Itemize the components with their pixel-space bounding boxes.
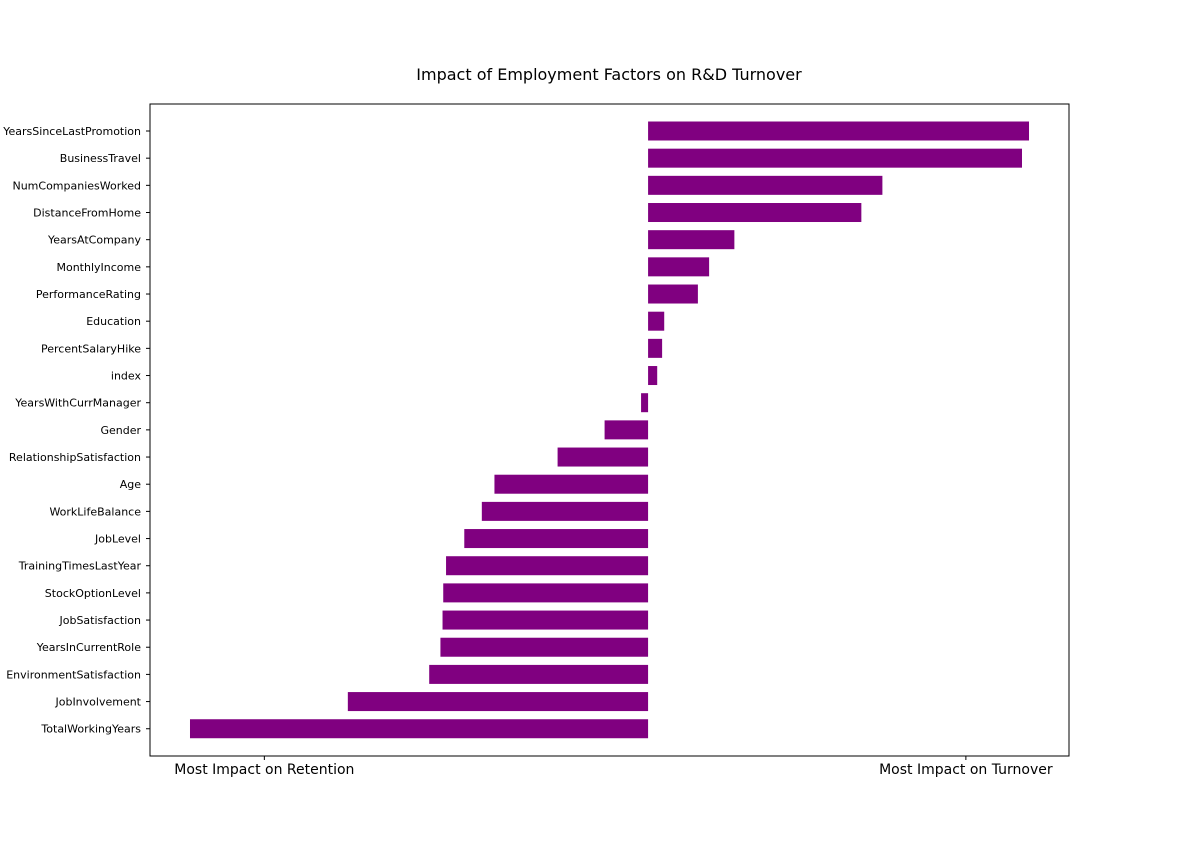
bars-group [189, 121, 1030, 739]
category-label: YearsAtCompany [47, 234, 141, 247]
bar-Gender [604, 420, 649, 440]
category-label: Age [120, 478, 142, 491]
bar-YearsInCurrentRole [440, 637, 649, 657]
chart-title: Impact of Employment Factors on R&D Turn… [416, 65, 802, 84]
bar-MonthlyIncome [648, 257, 710, 277]
category-label: JobSatisfaction [58, 614, 141, 627]
x-tick-label: Most Impact on Retention [174, 762, 354, 778]
bar-RelationshipSatisfaction [557, 447, 649, 467]
category-label: RelationshipSatisfaction [9, 451, 141, 464]
category-labels: YearsSinceLastPromotion BusinessTravel Num… [2, 125, 150, 736]
bar-JobSatisfaction [442, 610, 649, 630]
bar-PerformanceRating [648, 284, 698, 304]
category-label: TrainingTimesLastYear [18, 560, 142, 573]
category-label: PerformanceRating [36, 288, 141, 301]
bar-YearsWithCurrManager [641, 393, 649, 413]
category-label: NumCompaniesWorked [12, 179, 141, 192]
bar-YearsAtCompany [648, 230, 735, 250]
category-label: PercentSalaryHike [41, 342, 141, 355]
category-label: Gender [100, 424, 141, 437]
category-label: YearsSinceLastPromotion [2, 125, 141, 138]
bar-StockOptionLevel [443, 583, 649, 603]
bar-NumCompaniesWorked [648, 175, 883, 195]
category-label: DistanceFromHome [33, 207, 141, 220]
category-label: JobLevel [94, 533, 141, 546]
bar-BusinessTravel [648, 148, 1022, 168]
category-label: StockOptionLevel [45, 587, 141, 600]
bar-JobLevel [464, 529, 649, 549]
category-label: MonthlyIncome [56, 261, 141, 274]
category-label: YearsWithCurrManager [14, 397, 141, 410]
x-tick-label: Most Impact on Turnover [879, 762, 1053, 778]
bar-PercentSalaryHike [648, 338, 663, 358]
category-label: BusinessTravel [60, 152, 141, 165]
bar-WorkLifeBalance [481, 501, 649, 521]
x-axis-ticks: Most Impact on Retention Most Impact on T… [174, 756, 1053, 778]
bar-index [648, 366, 658, 386]
category-label: index [111, 370, 142, 383]
category-label: JobInvolvement [54, 696, 141, 709]
bar-Age [494, 474, 649, 494]
bar-TrainingTimesLastYear [446, 556, 649, 576]
bar-DistanceFromHome [648, 203, 862, 223]
bar-JobInvolvement [347, 692, 649, 712]
category-label: Education [86, 315, 141, 328]
bar-YearsSinceLastPromotion [648, 121, 1030, 141]
category-label: TotalWorkingYears [40, 723, 141, 736]
bar-EnvironmentSatisfaction [429, 664, 649, 684]
bar-Education [648, 311, 665, 331]
category-label: EnvironmentSatisfaction [6, 668, 141, 681]
category-label: WorkLifeBalance [49, 505, 141, 518]
bar-TotalWorkingYears [189, 719, 649, 739]
category-label: YearsInCurrentRole [36, 641, 141, 654]
